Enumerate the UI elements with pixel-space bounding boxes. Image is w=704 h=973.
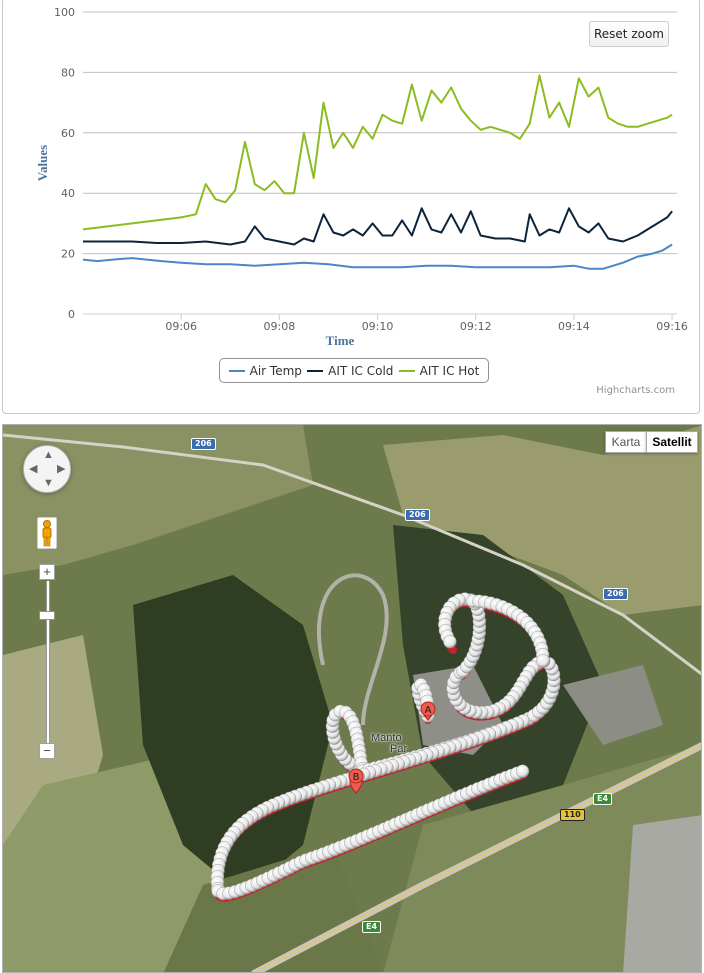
- pan-down-icon[interactable]: ▼: [43, 477, 54, 489]
- highcharts-credits[interactable]: Highcharts.com: [596, 385, 675, 396]
- pan-right-icon[interactable]: ▶: [57, 463, 66, 475]
- zoom-slider-track[interactable]: [46, 581, 50, 745]
- map-type-karta-button[interactable]: Karta: [605, 431, 647, 453]
- x-tick-label: 09:08: [264, 320, 296, 333]
- place-label: Manto: [371, 732, 402, 744]
- paved-area: [563, 665, 663, 745]
- gps-point[interactable]: [515, 764, 530, 778]
- reset-zoom-button[interactable]: Reset zoom: [589, 21, 669, 47]
- legend-item-ait-ic-hot[interactable]: AIT IC Hot: [398, 363, 480, 378]
- legend-swatch-air-temp: [228, 369, 245, 372]
- x-tick-label: 09:06: [165, 320, 197, 333]
- x-tick-label: 09:12: [460, 320, 492, 333]
- legend-item-ait-ic-cold[interactable]: AIT IC Cold: [307, 364, 393, 378]
- place-label: Par: [390, 743, 408, 755]
- x-tick-label: 09:16: [656, 320, 688, 333]
- map-panel[interactable]: A B Manto Par 206 206 206 E4 E4 110 Kart…: [2, 424, 702, 973]
- x-axis-title: Time: [326, 333, 355, 348]
- field-area: [3, 755, 223, 972]
- legend-swatch-ait-ic-hot: [398, 369, 415, 372]
- y-tick-label: 60: [61, 127, 75, 140]
- series-line-air-temp: [82, 243, 673, 270]
- forest-area: [133, 575, 333, 895]
- gps-point[interactable]: [536, 653, 550, 668]
- marker-b-label: B: [353, 772, 360, 783]
- pan-left-icon[interactable]: ◀: [29, 463, 38, 475]
- road-shield-206: 206: [405, 509, 430, 521]
- y-tick-label: 20: [61, 248, 75, 261]
- pan-control[interactable]: ▲ ▼ ◀ ▶: [23, 445, 71, 493]
- industrial-area: [623, 815, 701, 972]
- chart-legend: Air Temp AIT IC Cold AIT IC Hot: [219, 358, 489, 383]
- zoom-in-button[interactable]: +: [39, 564, 55, 580]
- chart-panel: 0 20 40 60 80 100 09:06 09:08 09:10 09:12 09:14 09:…: [2, 0, 700, 414]
- road-206: [3, 433, 701, 676]
- old-track-loop: [316, 573, 389, 726]
- y-tick-label: 0: [68, 308, 75, 321]
- road-shield-110: 110: [560, 809, 585, 821]
- map-type-satellit-button[interactable]: Satellit: [646, 431, 698, 453]
- road-shield-206: 206: [603, 588, 628, 600]
- series-line-ait-ic-hot: [82, 74, 673, 231]
- legend-item-air-temp[interactable]: Air Temp: [228, 363, 302, 378]
- legend-label-air-temp: Air Temp: [249, 363, 302, 378]
- marker-a[interactable]: A: [420, 701, 436, 721]
- road-shield-206: 206: [191, 438, 216, 450]
- series-line-ait-ic-cold: [83, 207, 673, 246]
- y-tick-label: 100: [54, 6, 75, 19]
- zoom-slider-thumb[interactable]: [39, 611, 55, 620]
- y-tick-label: 80: [61, 66, 75, 79]
- road-shield-e4: E4: [593, 793, 613, 805]
- line-chart: 0 20 40 60 80 100 09:06 09:08 09:10 09:12 09:14 09:…: [35, 6, 688, 348]
- marker-b[interactable]: B: [348, 768, 364, 794]
- gps-point[interactable]: [443, 634, 457, 649]
- y-tick-label: 40: [61, 187, 75, 200]
- pegman-icon[interactable]: [37, 517, 57, 549]
- field-area: [383, 425, 701, 615]
- gps-track-points[interactable]: [210, 592, 561, 901]
- y-axis-title: Values: [35, 145, 50, 181]
- zoom-out-button[interactable]: −: [39, 743, 55, 759]
- legend-swatch-ait-ic-cold: [307, 369, 324, 372]
- road-e4-center: [255, 745, 701, 972]
- field-area: [383, 745, 701, 972]
- road-shield-e4: E4: [362, 921, 382, 933]
- field-area: [163, 845, 383, 972]
- marker-a-label: A: [425, 705, 432, 716]
- x-tick-label: 09:14: [558, 320, 590, 333]
- pan-up-icon[interactable]: ▲: [43, 449, 54, 461]
- x-tick-label: 09:10: [362, 320, 394, 333]
- legend-label-ait-ic-cold: AIT IC Cold: [328, 363, 394, 378]
- satellite-map[interactable]: A B: [3, 425, 702, 973]
- legend-label-ait-ic-hot: AIT IC Hot: [419, 363, 480, 378]
